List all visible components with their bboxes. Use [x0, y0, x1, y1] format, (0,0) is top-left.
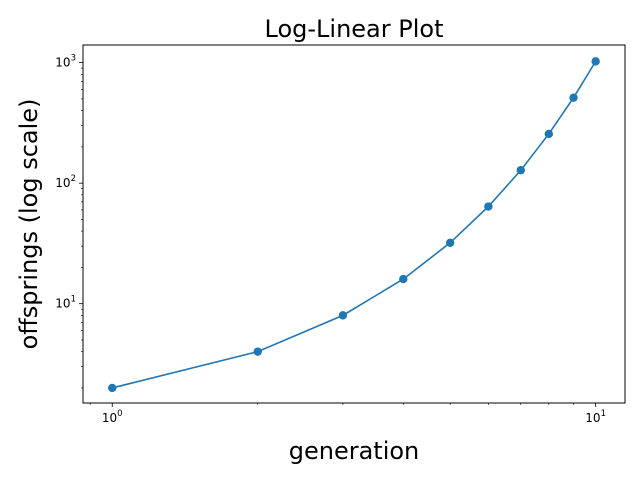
series-line — [112, 60, 597, 389]
data-point — [484, 202, 493, 211]
data-point — [399, 274, 408, 284]
y-tick-label: 102 — [55, 174, 76, 190]
data-point — [108, 383, 117, 393]
data-point — [544, 129, 554, 139]
x-tick-label: 100 — [102, 409, 123, 425]
data-point — [338, 311, 348, 320]
data-point — [569, 93, 578, 102]
y-axis-label: offsprings (log scale) — [15, 99, 43, 350]
data-point — [516, 166, 525, 175]
data-point — [591, 57, 600, 66]
y-tick-label: 103 — [55, 54, 76, 70]
x-tick-label: 101 — [585, 409, 606, 425]
data-point — [445, 238, 455, 247]
axes-frame — [82, 44, 626, 404]
x-axis-label: generation — [289, 437, 420, 465]
data-point — [253, 347, 262, 356]
chart-title: Log-Linear Plot — [265, 15, 444, 43]
plot-area: 100 101 101 102 103 — [55, 54, 606, 425]
y-tick-label: 101 — [55, 295, 76, 311]
